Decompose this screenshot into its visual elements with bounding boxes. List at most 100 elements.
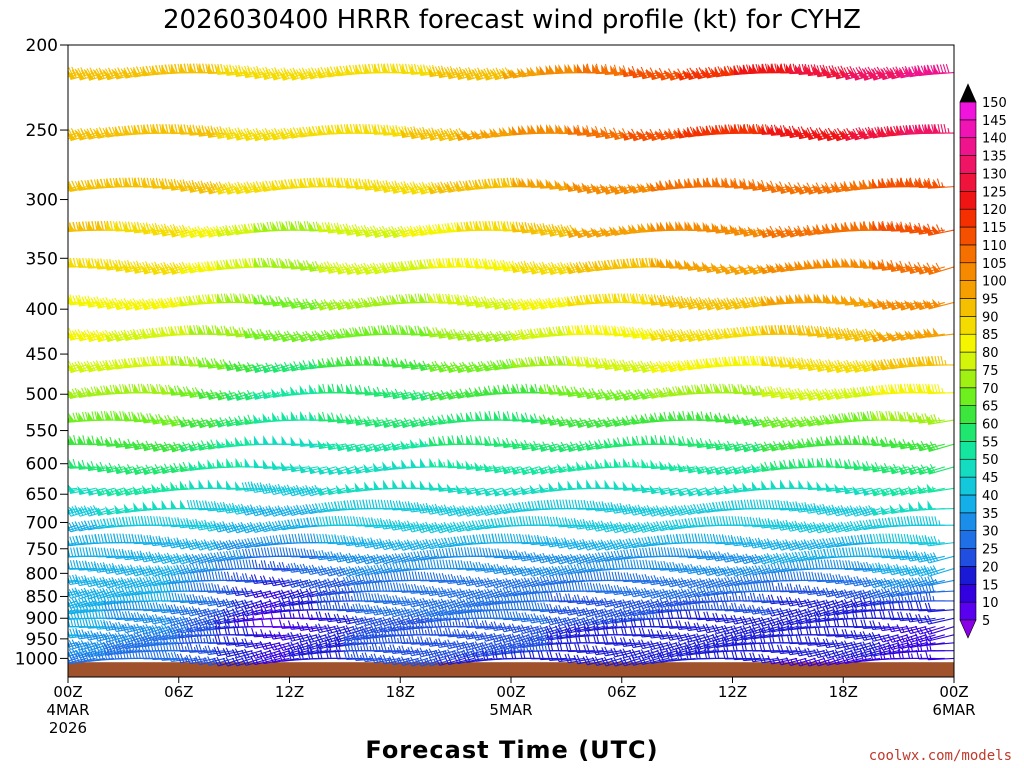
wind-barb — [677, 329, 705, 343]
wind-barb — [151, 413, 179, 425]
y-tick-label: 800 — [26, 564, 58, 584]
colorbar-segment — [959, 494, 977, 514]
colorbar-segment — [959, 119, 977, 139]
wind-barb — [252, 362, 281, 374]
wind-barb — [104, 329, 133, 343]
wind-barb — [806, 182, 835, 195]
wind-barb — [68, 364, 78, 369]
wind-barb — [863, 220, 890, 231]
wind-barb — [308, 261, 336, 272]
wind-barb — [668, 295, 696, 308]
colorbar-segment — [959, 601, 977, 621]
wind-barb — [345, 414, 373, 425]
wind-barb — [206, 181, 235, 195]
wind-barb — [409, 359, 438, 370]
wind-barb — [640, 360, 669, 374]
colorbar-tick-label: 75 — [982, 364, 999, 379]
wind-barb — [797, 388, 825, 401]
colorbar-segment — [959, 298, 977, 317]
colorbar-segment — [959, 458, 977, 478]
wind-barb — [224, 181, 253, 195]
wind-barb — [234, 65, 262, 78]
wind-barb — [631, 66, 659, 79]
x-tick-label: 18Z — [386, 683, 415, 701]
colorbar-tick-label: 85 — [982, 328, 999, 343]
wind-barb — [261, 362, 290, 374]
colorbar-segment — [959, 583, 977, 603]
wind-barb — [160, 224, 189, 237]
colorbar-tick-label: 115 — [982, 221, 1007, 236]
colorbar-tick-label: 105 — [982, 257, 1007, 272]
colorbar-tick-label: 120 — [982, 203, 1007, 218]
wind-barb — [492, 297, 521, 310]
wind-barb — [178, 179, 207, 192]
x-tick-label: 18Z — [829, 683, 858, 701]
wind-barb — [593, 388, 622, 401]
wind-barb — [474, 360, 502, 373]
y-tick-label: 650 — [26, 485, 58, 505]
x-tick-date: 4MAR — [46, 701, 89, 719]
wind-barb — [741, 264, 770, 276]
wind-barb — [510, 298, 539, 311]
colorbar-segment — [959, 101, 977, 121]
wind-barb — [927, 500, 954, 510]
x-tick-date: 5MAR — [489, 701, 532, 719]
wind-barb — [437, 66, 465, 79]
colorbar-tick-label: 70 — [982, 382, 999, 397]
wind-barb — [336, 413, 364, 424]
wind-barb — [132, 261, 161, 274]
wind-barb — [270, 67, 299, 81]
wind-barb — [604, 64, 632, 75]
colorbar-tick-label: 130 — [982, 167, 1007, 182]
wind-barb — [898, 261, 927, 274]
wind-barb — [833, 128, 862, 142]
wind-barb — [658, 328, 687, 342]
wind-barb — [815, 359, 844, 373]
x-tick-label: 06Z — [607, 683, 636, 701]
wind-barb — [446, 66, 475, 80]
wind-barb — [187, 225, 216, 239]
wind-barb — [640, 222, 668, 233]
wind-barb — [123, 298, 152, 311]
wind-barb — [418, 360, 447, 372]
wind-barb — [400, 417, 429, 429]
wind-barb — [686, 296, 715, 310]
wind-barb — [695, 297, 724, 311]
wind-barb — [390, 181, 419, 194]
y-tick-label: 300 — [26, 191, 58, 211]
wind-barb — [86, 296, 115, 308]
wind-barb — [529, 298, 558, 311]
wind-barb — [630, 360, 659, 373]
colorbar-tick-label: 10 — [982, 596, 999, 611]
wind-barb — [392, 324, 419, 335]
colorbar-segment — [959, 191, 977, 210]
wind-barb — [538, 223, 567, 236]
y-tick-label: 550 — [26, 422, 58, 442]
wind-barb — [917, 328, 945, 339]
wind-barb — [770, 125, 798, 136]
wind-barb — [464, 361, 493, 373]
wind-barb — [215, 181, 244, 195]
colorbar-tick-label: 25 — [982, 543, 999, 558]
y-tick-label: 400 — [26, 300, 58, 320]
wind-barb — [927, 63, 954, 76]
wind-barb — [815, 127, 844, 141]
wind-barb — [326, 299, 355, 311]
wind-barb — [926, 298, 954, 310]
wind-barb — [133, 412, 161, 423]
colorbar-tick-label: 50 — [982, 453, 999, 468]
colorbar: 5 10 15 20 25 30 35 40 45 50 55 60 65 70 75 80 85 90 95 100… — [959, 83, 1007, 639]
wind-barb — [178, 225, 207, 239]
wind-barb — [585, 357, 613, 368]
colorbar-segment — [959, 155, 977, 174]
chart-title: 2026030400 HRRR forecast wind profile (k… — [163, 5, 861, 35]
colorbar-segment — [959, 441, 977, 460]
wind-barb — [538, 261, 567, 276]
colorbar-segment — [959, 423, 977, 442]
wind-barb — [927, 355, 954, 366]
colorbar-tick-label: 110 — [982, 239, 1007, 254]
wind-barb — [427, 360, 456, 372]
wind-barb — [270, 330, 299, 342]
x-tick-label: 12Z — [275, 683, 304, 701]
